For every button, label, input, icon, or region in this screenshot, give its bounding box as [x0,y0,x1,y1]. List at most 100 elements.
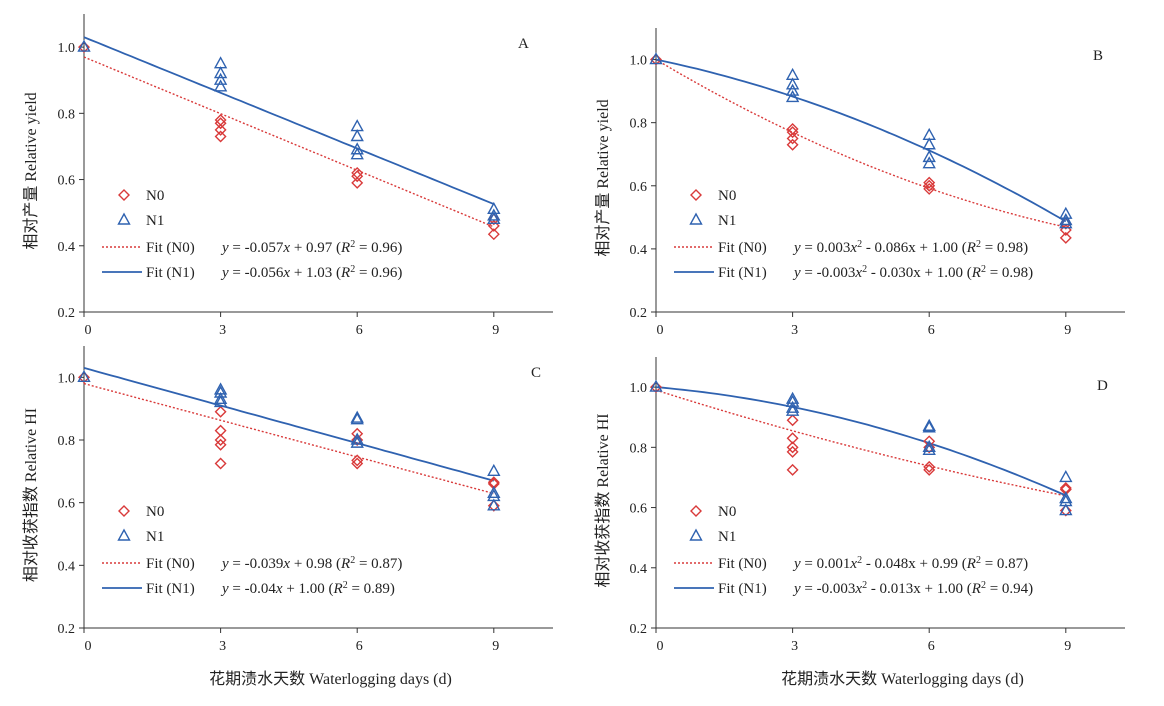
data-point-n0 [214,130,227,143]
y-tick-label: 0.8 [58,434,76,449]
data-point-n0 [214,123,227,136]
x-tick-label: 9 [1064,639,1071,654]
x-tick-label: 0 [85,323,92,338]
x-tick-label: 3 [219,639,226,654]
x-tick-label: 6 [356,323,363,338]
legend-label-n0: N0 [718,504,736,520]
x-tick-label: 0 [85,639,92,654]
y-tick-label: 1.0 [58,41,76,56]
equation-part: 2 [862,580,867,591]
x-tick-label: 9 [492,639,499,654]
legend-marker-n1 [117,212,131,225]
data-point-n0 [786,138,799,151]
data-point-n1 [350,129,364,142]
equation-part: = -0.057 [229,240,284,256]
equation-part: - 0.048x + 0.99 ( [862,556,967,572]
data-point-n1 [922,137,936,150]
y-tick-label: 0.2 [58,622,76,637]
equation-part: = -0.056 [229,265,284,281]
data-point-n0 [1059,504,1072,517]
equation-part: 2 [862,264,867,275]
legend-marker-n1 [689,212,703,225]
x-tick-label: 3 [791,639,798,654]
data-point-n0 [214,113,227,126]
equation-part: 2 [981,264,986,275]
legend-marker-n1 [117,528,131,541]
equation-part: y [220,240,229,256]
equation-part: = 0.98) [986,265,1033,281]
fit-line-n0 [655,389,1066,497]
data-point-n1 [922,439,936,453]
data-point-n0 [1059,231,1072,244]
fit-line-n0 [83,382,494,495]
data-point-n1 [1059,491,1073,504]
equation-part: + 0.98 ( [290,556,341,572]
data-point-n0 [351,434,364,446]
x-tick-label: 0 [657,323,664,338]
fit-line-n0 [655,58,1066,228]
x-tick-label: 6 [928,323,935,338]
legend-fit-label: Fit (N0) [718,240,767,256]
data-point-n1 [350,412,364,425]
data-point-n1 [350,410,364,423]
fit-line-n1 [655,386,1067,497]
equation-part: y [792,265,801,281]
legend-fit-label: Fit (N0) [718,556,767,572]
equation-part: = -0.039 [229,556,284,572]
equation-part: x [282,556,290,572]
data-point-n0 [487,213,500,226]
y-tick-label: 0.2 [630,622,648,637]
equation-part: = 0.89) [348,581,395,597]
y-tick-label: 1.0 [630,381,648,396]
y-tick-label: 0.4 [58,559,76,574]
fit-equation: y = 0.001x2 - 0.048x + 0.99 (R2 = 0.87) [792,555,1028,573]
equation-part: x [849,556,857,572]
equation-part: x [282,265,290,281]
x-tick-label: 6 [928,639,935,654]
equation-part: 2 [343,580,348,591]
x-tick-label: 0 [657,639,664,654]
equation-part: = -0.003 [801,265,856,281]
data-point-n0 [214,457,227,470]
data-point-n0 [487,219,500,232]
data-point-n1 [77,369,91,383]
legend-label-n0: N0 [718,188,736,204]
equation-part: = 0.96) [355,240,402,256]
data-point-n0 [78,41,90,54]
data-point-n1 [350,432,364,445]
data-point-n0 [786,441,799,454]
panel-b: 0.2 0.4 0.6 0.8 1.0 0 3 6 9 相对产量 Relative yield B N… [594,28,1125,338]
data-point-n1 [350,435,364,448]
data-point-n0 [786,132,799,145]
fit-equation: y = -0.003x2 - 0.013x + 1.00 (R2 = 0.94) [792,580,1033,598]
equation-part: R [966,240,976,256]
data-point-n1 [922,420,936,433]
data-point-n0 [650,53,662,66]
data-point-n0 [78,371,90,384]
data-point-n1 [77,39,91,52]
data-point-n0 [923,176,936,189]
equation-part: R [340,265,350,281]
data-point-n0 [351,457,364,470]
y-axis-label: 相对产量 Relative yield [22,92,40,249]
panel-d: 0.2 0.4 0.6 0.8 1.0 0 3 6 9 相对收获指数 Relative HI 花期渍… [594,357,1125,688]
fit-equation: y = -0.057x + 0.97 (R2 = 0.96) [220,239,402,257]
equation-part: x [854,581,862,597]
legend-label-n1: N1 [146,213,164,229]
equation-part: 2 [976,239,981,250]
equation-part: 2 [857,555,862,566]
equation-part: y [792,581,801,597]
data-point-n0 [487,228,500,241]
fit-line-n1 [83,36,495,205]
data-point-n0 [786,445,799,458]
equation-part: y [220,556,229,572]
legend-fit-label: Fit (N1) [146,265,195,281]
legend-marker-n0 [690,505,702,517]
data-point-n1 [1059,216,1073,229]
data-point-n0 [351,454,364,467]
panel-letter: B [1093,48,1103,64]
legend-label-n0: N0 [146,188,164,204]
equation-part: = 0.87) [981,556,1028,572]
data-point-n0 [923,441,936,454]
data-point-n1 [922,149,936,163]
